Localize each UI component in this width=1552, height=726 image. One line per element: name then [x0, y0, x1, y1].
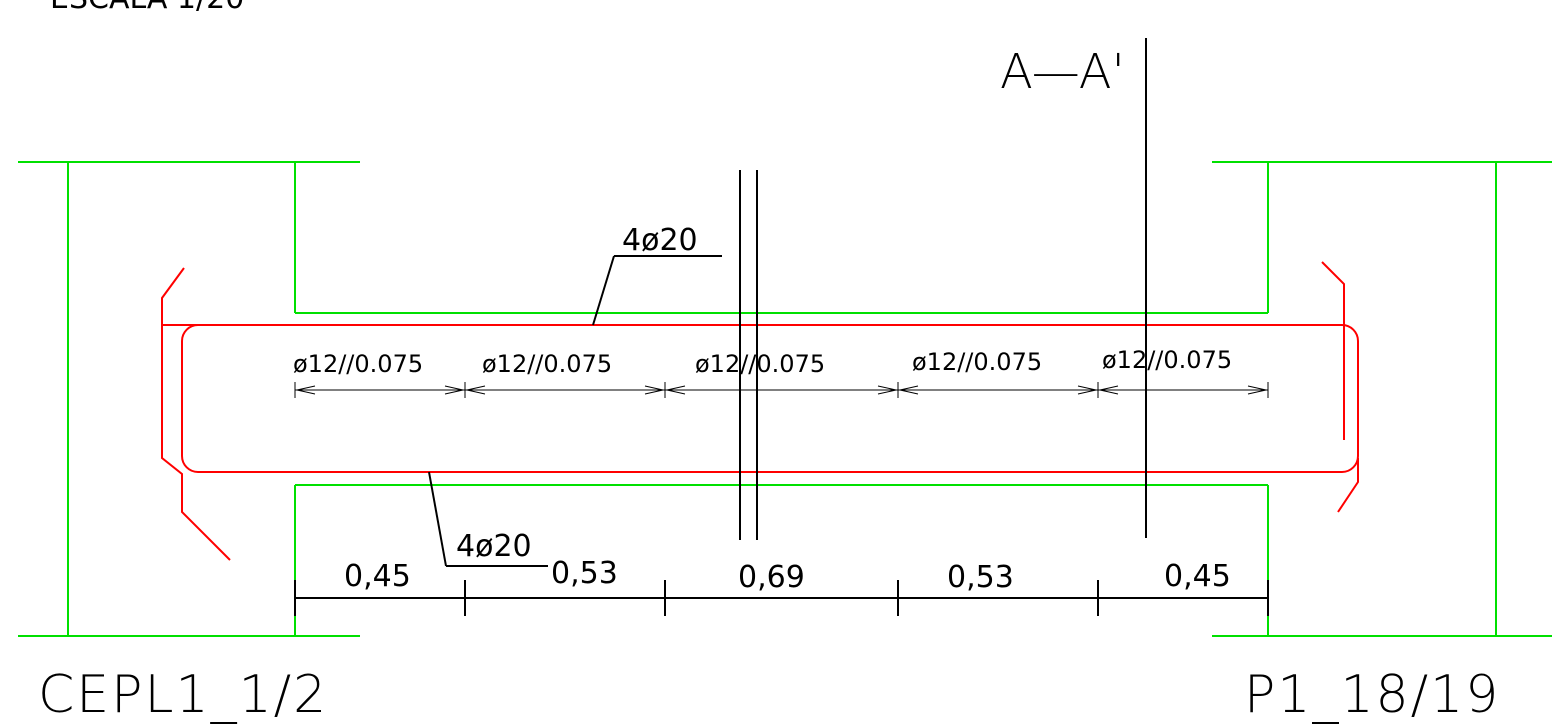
section-label: A—A' [1000, 44, 1125, 100]
span-dimension-label: 0,53 [551, 556, 618, 591]
left-element-label: CEPL1_1/2 [38, 665, 328, 725]
stirrup-spacing-line [294, 382, 1269, 398]
bottom-rebar-callout [428, 471, 548, 567]
span-dimension-label: 0,53 [947, 560, 1014, 595]
stirrup-spacing-label: ø12//0.075 [482, 350, 612, 378]
length-dimension-line [294, 580, 1269, 616]
break-lines [739, 170, 758, 540]
stirrup-spacing-label: ø12//0.075 [695, 350, 825, 378]
concrete-outline [18, 161, 1552, 637]
top-rebar-callout [592, 255, 722, 326]
span-dimension-label: 0,69 [738, 560, 805, 595]
stirrup-spacing-label: ø12//0.075 [293, 350, 423, 378]
top-rebar-label: 4ø20 [622, 223, 698, 258]
stirrup-spacing-label: ø12//0.075 [1102, 346, 1232, 374]
right-element-label: P1_18/19 [1244, 665, 1500, 725]
scale-label: ESCALA 1/20 [50, 0, 244, 16]
stirrup-spacing-label: ø12//0.075 [912, 348, 1042, 376]
rebar-cage [161, 261, 1359, 561]
span-dimension-label: 0,45 [344, 559, 411, 594]
span-dimension-label: 0,45 [1164, 559, 1231, 594]
bottom-rebar-label: 4ø20 [456, 529, 532, 564]
